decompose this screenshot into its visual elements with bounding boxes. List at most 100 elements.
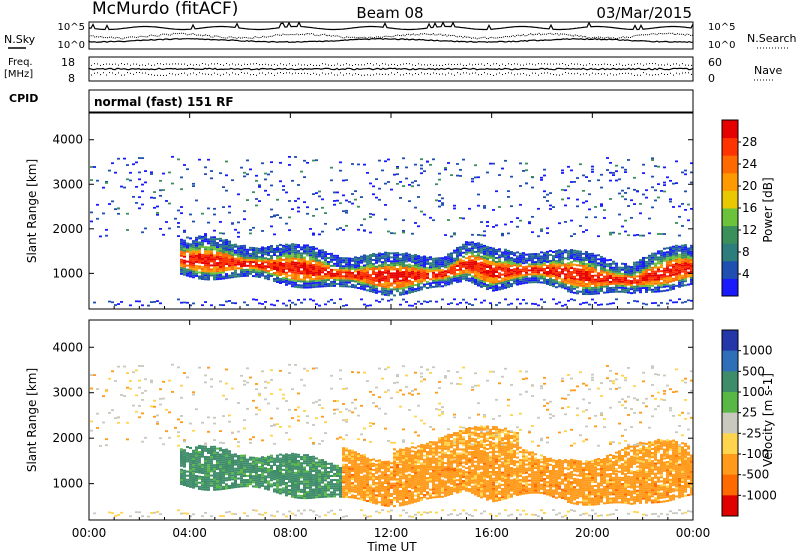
velocity-cell (156, 422, 159, 425)
velocity-cell (300, 474, 303, 477)
power-cell (474, 260, 477, 263)
nave-dot (130, 64, 131, 66)
power-cell (474, 258, 477, 261)
power-cell (558, 249, 561, 252)
power-cell (630, 288, 633, 291)
power-cell (669, 272, 672, 275)
velocity-cell (300, 378, 303, 381)
power-cell (306, 252, 309, 255)
power-cell (591, 270, 594, 273)
velocity-cell (183, 471, 186, 474)
velocity-cell (225, 477, 228, 480)
nave-dot (115, 63, 116, 65)
power-cell (417, 259, 420, 262)
power-cell (441, 298, 444, 301)
power-cell (423, 275, 426, 278)
power-cell (690, 246, 693, 249)
power-cell (180, 242, 183, 245)
velocity-cell (234, 461, 237, 464)
power-cell (351, 259, 354, 262)
power-cell (264, 253, 267, 256)
velocity-cell (183, 440, 186, 443)
power-cell (291, 267, 294, 270)
power-cell (198, 158, 201, 161)
power-cell (648, 286, 651, 289)
power-cell (285, 261, 288, 264)
nave-dot (580, 64, 581, 66)
nave-dot (394, 73, 395, 75)
power-cell (231, 222, 234, 225)
velocity-cell (207, 456, 210, 459)
power-cell (366, 261, 369, 264)
power-cell (324, 253, 327, 256)
nave-dot (550, 63, 551, 65)
velocity-cell (279, 492, 282, 495)
power-cell (552, 206, 555, 208)
power-cell (633, 289, 636, 292)
power-cell (324, 267, 327, 270)
power-cell (534, 257, 537, 260)
power-cell (210, 304, 213, 307)
velocity-cell (264, 398, 267, 401)
power-cell (600, 261, 603, 264)
power-cell (282, 270, 285, 273)
power-cell (237, 257, 240, 260)
power-cell (243, 218, 246, 221)
power-cell (258, 267, 261, 270)
velocity-cell (198, 487, 201, 490)
power-cell (636, 267, 639, 270)
power-cell (639, 277, 642, 280)
power-cell (294, 245, 297, 248)
nave-dot (340, 72, 341, 74)
velocity-cell (240, 464, 243, 468)
power-cell (522, 256, 525, 259)
nave-dot (643, 72, 644, 74)
power-cell (495, 248, 498, 251)
power-cell (279, 216, 282, 219)
velocity-cell (303, 476, 306, 479)
power-cell (675, 278, 678, 281)
velocity-cell (219, 447, 222, 450)
power-cell (672, 301, 675, 304)
power-cell (666, 279, 669, 282)
velocity-cell (162, 397, 165, 400)
nave-dot (199, 72, 200, 74)
power-cell (627, 271, 630, 274)
power-cell (402, 289, 405, 292)
power-cell (489, 252, 492, 255)
velocity-cell (303, 509, 306, 512)
power-cell (420, 288, 423, 291)
velocity-cell (141, 440, 144, 443)
power-cell (396, 290, 399, 293)
velocity-cell (243, 470, 246, 473)
power-cell (441, 261, 444, 264)
power-cell (162, 172, 165, 175)
power-cell (645, 262, 648, 265)
power-cell (282, 272, 285, 275)
power-cell (342, 267, 345, 270)
velocity-cell (306, 486, 309, 489)
power-cell (447, 269, 450, 272)
velocity-cell (306, 415, 309, 418)
power-cell (438, 257, 441, 260)
power-cell (543, 196, 546, 199)
velocity-cell (231, 455, 234, 458)
power-cell (390, 252, 393, 255)
power-cell (519, 252, 522, 255)
power-cell (129, 171, 132, 174)
nave-dot (403, 63, 404, 65)
nave-dot (541, 63, 542, 65)
power-cell (558, 257, 561, 260)
power-cell (255, 253, 258, 256)
power-cell (651, 302, 654, 305)
velocity-cell (204, 444, 207, 446)
power-cell (606, 283, 609, 286)
power-cell (402, 279, 405, 282)
power-cell (366, 267, 369, 270)
power-cell (459, 270, 462, 273)
power-cell (573, 249, 576, 252)
power-cell (456, 174, 459, 177)
power-cell (201, 271, 204, 274)
velocity-cell (264, 469, 267, 472)
power-cell (387, 266, 390, 269)
